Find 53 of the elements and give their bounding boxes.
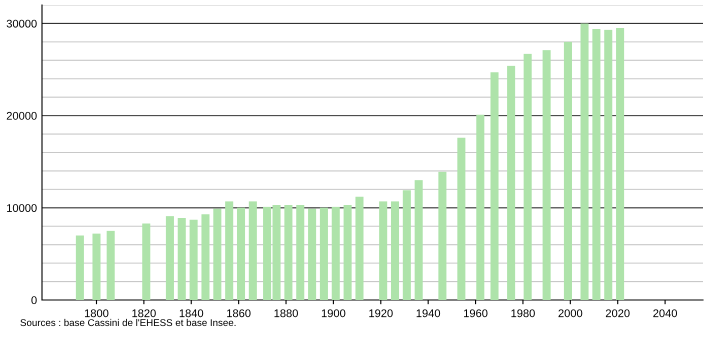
x-tick-label: 1840: [180, 309, 204, 318]
bar: [524, 54, 532, 300]
x-tick-label: 1960: [464, 309, 488, 318]
y-tick-label: 10000: [7, 204, 37, 212]
bar: [507, 66, 516, 300]
bar: [142, 223, 150, 300]
bar: [379, 201, 388, 300]
bar: [564, 42, 572, 300]
bar: [414, 180, 423, 300]
bar: [213, 208, 222, 300]
y-tick-label: 30000: [6, 20, 37, 28]
x-tick-label: 1980: [511, 309, 535, 318]
bar: [225, 201, 234, 300]
bar: [457, 138, 466, 300]
bar: [490, 72, 499, 300]
bar: [355, 196, 364, 300]
bar: [604, 30, 612, 300]
bar: [320, 208, 328, 300]
x-tick-label: 1880: [274, 309, 298, 318]
x-tick-label: 1920: [369, 309, 393, 318]
bar: [201, 214, 210, 300]
x-tick-label: 2040: [653, 309, 678, 318]
x-tick-label: 1940: [416, 309, 440, 318]
x-tick-label: 1800: [84, 309, 108, 318]
bar: [284, 205, 292, 300]
bar: [390, 201, 400, 300]
bar: [308, 208, 316, 300]
source-note: Sources : base Cassini de l'EHESS et base Insee.: [20, 318, 236, 326]
x-tick-label: 2020: [606, 309, 630, 318]
x-tick-label: 2000: [558, 309, 582, 318]
bar: [106, 230, 115, 300]
bar: [580, 23, 589, 300]
x-tick-label: 1860: [227, 309, 251, 318]
y-tick-label: 0: [31, 296, 37, 304]
bar: [76, 235, 84, 300]
x-tick-label: 1820: [132, 309, 156, 318]
bar: [332, 206, 340, 300]
bar: [616, 28, 624, 300]
bar: [248, 201, 257, 300]
bar: [92, 234, 101, 300]
bar: [402, 190, 411, 300]
bar: [542, 50, 551, 300]
x-tick-label: 1900: [322, 309, 346, 318]
bar: [190, 220, 198, 300]
bar: [438, 172, 446, 300]
bar: [166, 216, 174, 300]
bar: [236, 208, 246, 300]
y-tick-label: 20000: [6, 112, 37, 120]
bar: [296, 205, 304, 300]
bar: [178, 218, 186, 300]
bar: [344, 205, 352, 300]
bar: [476, 114, 484, 300]
bar: [592, 28, 600, 300]
